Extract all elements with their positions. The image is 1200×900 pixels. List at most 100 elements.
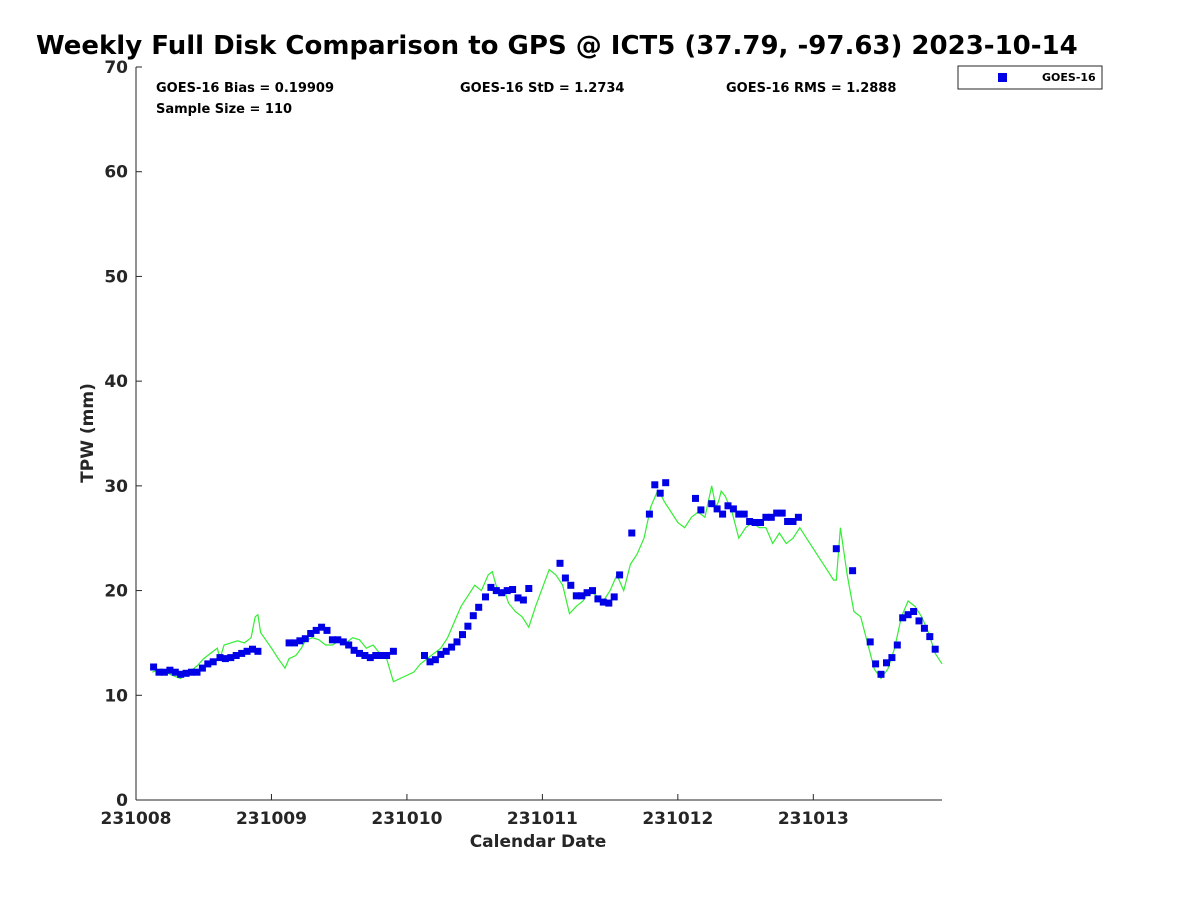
goes-data-point <box>778 509 786 517</box>
goes-data-point <box>589 587 596 595</box>
x-tick-label: 231012 <box>642 809 713 829</box>
goes-data-point <box>372 652 380 659</box>
y-tick-label: 70 <box>104 58 128 78</box>
goes-data-point <box>285 639 293 647</box>
x-ticks: 231008 231009 231010 231011 231012 231013 <box>101 794 849 829</box>
goes-data-point <box>318 623 326 631</box>
goes-data-point <box>366 654 374 662</box>
goes-data-point <box>243 647 251 655</box>
goes-data-point <box>150 663 158 671</box>
goes-data-point <box>794 513 802 521</box>
goes-data-point <box>561 574 569 582</box>
y-tick-label: 40 <box>104 372 128 392</box>
goes-data-point <box>746 518 754 525</box>
goes-data-point <box>888 654 896 662</box>
goes-data-point <box>182 669 190 677</box>
goes-data-point <box>254 647 262 655</box>
goes-data-point <box>784 518 792 525</box>
goes-data-point <box>556 559 564 567</box>
goes-data-point <box>662 479 670 487</box>
goes-data-point <box>296 637 304 645</box>
y-tick-label: 30 <box>104 477 128 497</box>
goes-data-point <box>232 652 240 659</box>
legend-box <box>957 65 1103 90</box>
goes-data-point <box>177 670 185 678</box>
goes-data-point <box>487 583 495 591</box>
goes-data-point <box>383 652 391 659</box>
goes-data-point <box>221 655 229 663</box>
goes-data-point <box>350 646 358 654</box>
goes-data-point <box>773 509 781 517</box>
goes-data-point <box>920 624 928 632</box>
goes-data-point <box>204 660 212 668</box>
y-ticks: 0 10 20 30 40 50 60 70 <box>104 58 142 811</box>
goes-data-point <box>459 631 466 639</box>
goes-data-point <box>166 666 174 674</box>
goes-data-point <box>757 519 764 526</box>
goes-data-point <box>198 664 206 672</box>
goes-data-point <box>708 500 716 508</box>
stat-std: GOES-16 StD = 1.2734 <box>460 81 624 96</box>
goes-data-point <box>740 510 748 518</box>
plot-area: 0 10 20 30 40 50 60 70 231008 231009 231010 231011… <box>101 58 943 829</box>
goes-data-point <box>426 658 434 666</box>
goes-data-point <box>291 639 298 647</box>
goes-data-point <box>323 626 331 634</box>
goes-data-point <box>572 592 580 600</box>
goes-data-point <box>599 598 607 606</box>
goes-data-point <box>249 645 256 653</box>
goes-data-point <box>578 592 586 600</box>
goes-data-point <box>651 481 659 489</box>
x-tick-label: 231013 <box>778 809 849 829</box>
goes-data-point <box>492 587 500 595</box>
goes-data-point <box>583 589 591 597</box>
goes-data-point <box>301 635 309 643</box>
goes-data-point <box>877 670 885 678</box>
x-tick-label: 231010 <box>371 809 442 829</box>
x-tick-label: 231011 <box>507 809 578 829</box>
goes-data-point <box>475 603 483 611</box>
goes-data-point <box>645 510 653 518</box>
goes-data-point <box>437 650 445 658</box>
goes-data-point <box>910 608 918 615</box>
goes-data-point <box>616 571 624 579</box>
goes-data-point <box>334 636 342 644</box>
goes-data-point <box>849 567 857 575</box>
x-axis-label: Calendar Date <box>470 832 607 852</box>
goes-data-point <box>767 513 775 521</box>
goes-data-point <box>389 647 397 655</box>
goes-data-point <box>216 654 224 662</box>
goes-data-point <box>307 630 315 637</box>
goes-data-point <box>464 622 472 630</box>
goes-data-point <box>469 612 477 620</box>
stat-bias: GOES-16 Bias = 0.19909 <box>156 81 334 96</box>
goes-data-point <box>514 594 522 602</box>
goes-data-point <box>713 505 721 513</box>
y-tick-label: 20 <box>104 582 128 602</box>
goes-data-point <box>503 587 511 595</box>
goes-data-point <box>594 595 602 603</box>
y-tick-label: 50 <box>104 267 128 287</box>
goes-data-point <box>605 599 613 607</box>
legend-label: GOES-16 <box>1042 71 1096 84</box>
goes-data-point <box>421 652 428 659</box>
goes-data-point <box>719 510 727 518</box>
goes-data-point <box>361 652 369 659</box>
goes-data-point <box>729 505 737 513</box>
stat-rms: GOES-16 RMS = 1.2888 <box>726 81 896 96</box>
goes-data-point <box>899 614 907 622</box>
series-layer <box>150 479 943 683</box>
goes-data-point <box>872 660 880 668</box>
goes-data-point <box>171 668 179 676</box>
y-axis-label: TPW (mm) <box>78 383 98 483</box>
goes-data-point <box>519 596 527 604</box>
chart-title: Weekly Full Disk Comparison to GPS @ ICT… <box>36 31 1078 61</box>
goes-data-point <box>345 641 353 649</box>
goes-data-point <box>724 502 732 510</box>
goes-data-point <box>832 545 840 553</box>
goes-data-point <box>339 638 347 646</box>
goes-data-point <box>866 638 874 646</box>
goes-data-point <box>567 581 575 589</box>
goes-data-point <box>735 510 743 518</box>
